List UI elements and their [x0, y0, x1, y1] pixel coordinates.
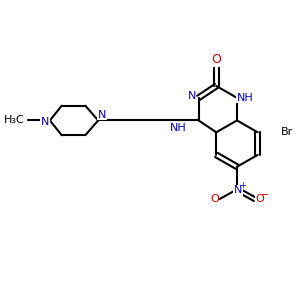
- Text: N: N: [98, 110, 106, 120]
- Text: Br: Br: [281, 127, 293, 137]
- Text: N: N: [188, 91, 196, 101]
- Text: N: N: [234, 185, 242, 195]
- Text: O: O: [210, 194, 219, 204]
- Text: NH: NH: [169, 123, 186, 133]
- Text: O: O: [212, 53, 221, 66]
- Text: N: N: [41, 117, 49, 128]
- Text: NH: NH: [236, 93, 253, 103]
- Text: +: +: [239, 181, 246, 190]
- Text: −: −: [262, 190, 270, 200]
- Text: O: O: [255, 194, 264, 204]
- Text: H₃C: H₃C: [4, 116, 24, 125]
